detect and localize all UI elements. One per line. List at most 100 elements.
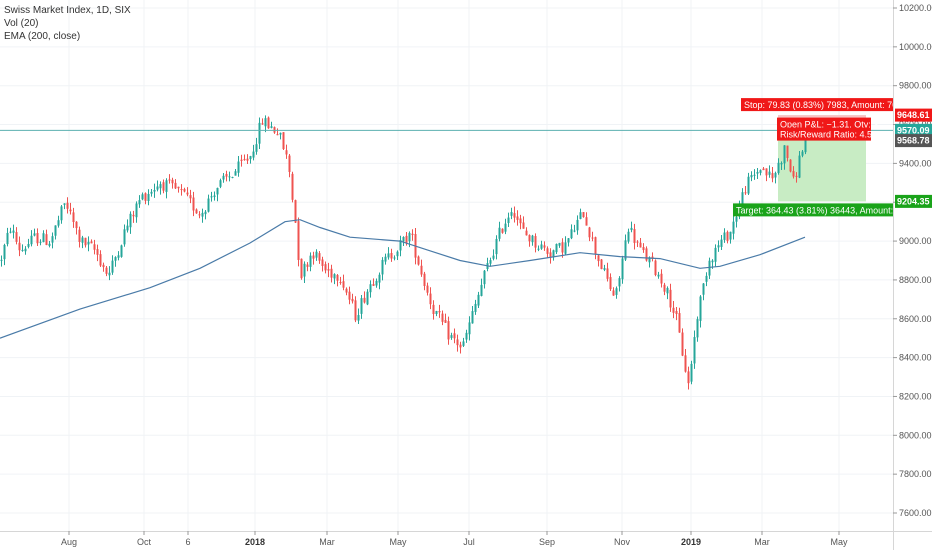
candle-body xyxy=(177,186,180,189)
candle-body xyxy=(732,221,735,234)
candle-body xyxy=(387,253,390,258)
candle-body xyxy=(147,193,150,201)
candle-body xyxy=(774,172,777,178)
candle-body xyxy=(336,275,339,281)
candle-body xyxy=(609,277,612,290)
candle-body xyxy=(663,284,666,292)
candle-body xyxy=(459,344,462,348)
candle-body xyxy=(756,171,759,174)
candle-body xyxy=(315,251,318,258)
candle-body xyxy=(117,255,120,258)
candle-body xyxy=(198,214,201,216)
candle-body xyxy=(366,291,369,305)
candle-body xyxy=(453,333,456,339)
candle-body xyxy=(582,212,585,218)
candle-body xyxy=(654,260,657,276)
candle-body xyxy=(291,173,294,200)
candle-body xyxy=(120,245,123,257)
candle-body xyxy=(45,234,48,246)
candle-body xyxy=(450,335,453,338)
hline-price-tag-bg xyxy=(895,123,932,137)
candle-body xyxy=(303,263,306,277)
candle-body xyxy=(126,225,129,231)
candle-body xyxy=(309,255,312,267)
candle-body xyxy=(615,288,618,295)
candle-body xyxy=(438,311,441,313)
candle-body xyxy=(717,245,720,248)
candle-body xyxy=(6,232,9,245)
y-axis[interactable]: 7600.00 7800.00 8000.00 8200.00 8400.00 8600.… xyxy=(893,0,932,550)
y-tick-label: 9000.00 xyxy=(899,236,932,246)
candle-body xyxy=(519,218,522,224)
candle-body xyxy=(378,274,381,283)
candle-body xyxy=(714,247,717,262)
stop-price-tag-bg xyxy=(895,108,932,122)
candle-body xyxy=(279,132,282,135)
candle-body xyxy=(792,171,795,177)
candle-body xyxy=(489,260,492,264)
candle-body xyxy=(567,238,570,243)
candle-body xyxy=(276,134,279,136)
candle-body xyxy=(690,363,693,382)
x-axis[interactable]: Aug Oct 6 2018 Mar May Jul Sep Nov 2019 Mar May xyxy=(0,531,932,547)
candle-body xyxy=(36,233,39,244)
candle-body xyxy=(405,235,408,243)
candle-body xyxy=(57,220,60,226)
candle-body xyxy=(348,291,351,300)
candle-body xyxy=(516,216,519,220)
x-tick-label: Sep xyxy=(539,537,555,547)
candle-body xyxy=(435,310,438,315)
candle-body xyxy=(576,219,579,231)
candle-body xyxy=(204,211,207,215)
candle-body xyxy=(708,260,711,276)
hline-price-tag: 9570.09 xyxy=(895,123,932,137)
candle-body xyxy=(24,248,27,252)
x-tick-label: Mar xyxy=(319,537,335,547)
candle-body xyxy=(294,200,297,223)
candle-body xyxy=(159,184,162,189)
risk-reward-label: Risk/Reward Ratio: 4.57 xyxy=(777,127,877,141)
candle-body xyxy=(483,270,486,285)
candle-body xyxy=(282,132,285,150)
legend-vol: Vol (20) xyxy=(4,18,39,29)
candle-body xyxy=(729,231,732,240)
candle-body xyxy=(183,189,186,192)
candle-body xyxy=(60,206,63,221)
candle-body xyxy=(240,159,243,161)
risk-reward-label-text: Risk/Reward Ratio: 4.57 xyxy=(780,130,877,140)
y-tick-label: 10200.00 xyxy=(899,3,932,13)
candle-body xyxy=(510,212,513,216)
candle-body xyxy=(327,269,330,271)
stop-label: Stop: 79.83 (0.83%) 7983, Amount: 760.5 xyxy=(741,98,910,112)
candle-body xyxy=(99,254,102,266)
x-tick-label: Nov xyxy=(614,537,631,547)
candle-body xyxy=(561,242,564,253)
candle-body xyxy=(702,283,705,295)
candle-body xyxy=(564,242,567,254)
x-tick-label: Oct xyxy=(137,537,152,547)
candle-body xyxy=(192,197,195,211)
candle-body xyxy=(672,307,675,313)
candle-body xyxy=(123,229,126,245)
candle-body xyxy=(441,313,444,322)
candle-body xyxy=(507,217,510,224)
x-tick-label: 2018 xyxy=(245,537,265,547)
candle-body xyxy=(660,273,663,284)
hline-price-tag-text: 9570.09 xyxy=(897,125,930,135)
candle-body xyxy=(375,280,378,286)
y-tick-label: 9800.00 xyxy=(899,81,932,91)
candle-body xyxy=(21,249,24,251)
candle-body xyxy=(258,122,261,144)
stop-label-text: Stop: 79.83 (0.83%) 7983, Amount: 760.5 xyxy=(744,100,910,110)
candle-body xyxy=(3,244,6,260)
candle-body xyxy=(588,227,591,238)
candle-body xyxy=(480,284,483,296)
candle-body xyxy=(81,237,84,243)
candle-body xyxy=(15,232,18,242)
candle-body xyxy=(111,260,114,273)
candle-body xyxy=(396,251,399,257)
candle-body xyxy=(186,192,189,195)
candle-body xyxy=(591,237,594,239)
